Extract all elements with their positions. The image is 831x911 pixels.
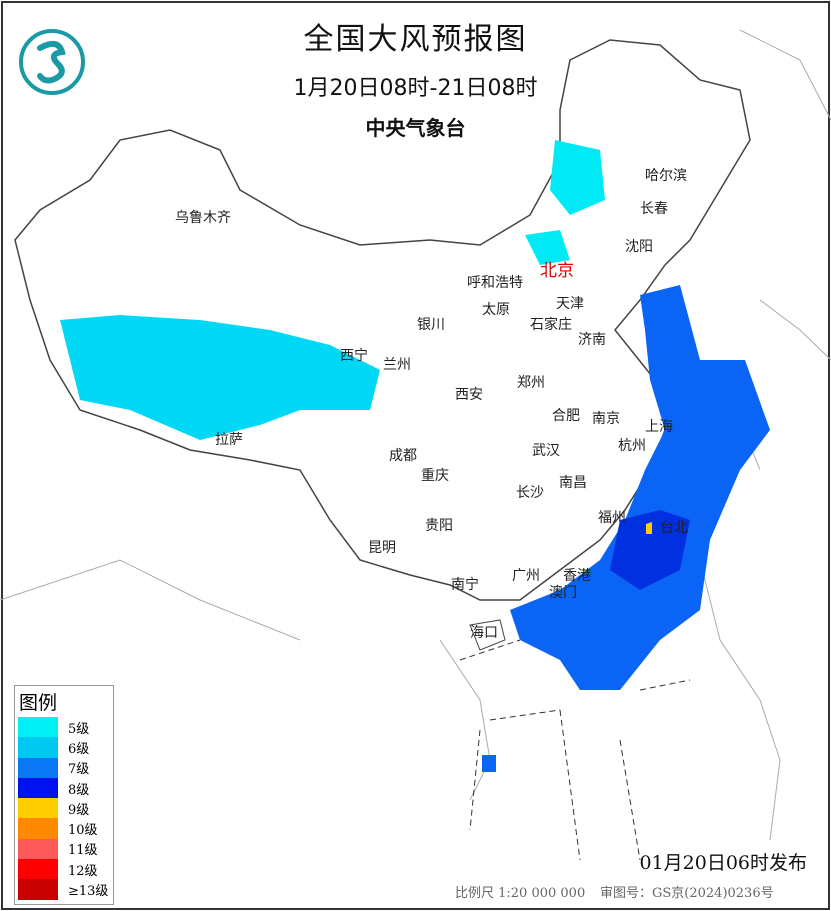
map-title: 全国大风预报图	[303, 22, 528, 57]
legend-item: 9级	[15, 798, 113, 819]
city-label: 天津	[556, 296, 584, 312]
city-label: 南宁	[451, 577, 479, 593]
legend: 图例 5级 6级 7级 8级 9级 10级 11级 12级 ≥13级	[14, 685, 114, 905]
wind-area-5-6	[60, 140, 605, 440]
city-label: 南京	[592, 411, 620, 427]
hainan-island	[469, 619, 506, 651]
city-label: 呼和浩特	[467, 275, 523, 291]
city-label: 济南	[578, 332, 606, 348]
legend-label: 6级	[68, 741, 90, 757]
city-label: 沈阳	[625, 239, 653, 255]
issue-time: 01月20日06时发布	[639, 852, 807, 874]
city-label: 拉萨	[215, 432, 243, 448]
city-label: 香港	[563, 568, 591, 584]
legend-item: 6级	[15, 737, 113, 758]
city-label: 太原	[482, 302, 510, 318]
legend-swatch	[18, 737, 58, 758]
city-label: 银川	[417, 317, 445, 333]
city-label: 合肥	[552, 408, 580, 424]
cma-logo	[18, 28, 86, 100]
legend-swatch	[18, 757, 58, 778]
city-label: 武汉	[532, 443, 560, 459]
legend-swatch	[18, 818, 58, 839]
city-label: 杭州	[618, 438, 646, 454]
legend-swatch	[18, 777, 58, 799]
city-label: 贵阳	[425, 518, 453, 534]
city-label: 哈尔滨	[645, 168, 687, 184]
issuing-agency: 中央气象台	[365, 116, 466, 140]
legend-swatch	[18, 717, 58, 738]
city-label: 郑州	[517, 375, 545, 391]
city-label: 石家庄	[530, 317, 572, 333]
city-label: 重庆	[421, 468, 449, 484]
city-label: 台北	[660, 520, 688, 536]
legend-item: 5级	[15, 717, 113, 738]
wind-area-9	[646, 522, 652, 534]
legend-label: 10级	[68, 823, 98, 839]
map-scale: 比例尺 1:20 000 000	[455, 886, 586, 901]
legend-label: 5级	[68, 721, 90, 737]
legend-item: 10级	[15, 818, 113, 839]
legend-item: 11级	[15, 838, 113, 860]
legend-label: 9级	[68, 802, 90, 818]
city-label: 昆明	[368, 540, 396, 556]
legend-title: 图例	[19, 692, 58, 714]
city-label: 长沙	[516, 485, 544, 501]
city-label: 成都	[389, 448, 417, 464]
city-label: 北京	[540, 261, 574, 281]
city-label: 长春	[640, 201, 668, 217]
legend-item: 12级	[15, 859, 113, 880]
legend-swatch	[18, 798, 58, 819]
legend-label: 8级	[68, 782, 90, 798]
city-label: 上海	[645, 419, 673, 435]
legend-swatch	[18, 879, 58, 900]
legend-item: 8级	[15, 777, 113, 799]
legend-label: 7级	[68, 762, 90, 778]
city-label: 乌鲁木齐	[175, 210, 231, 226]
legend-item: ≥13级	[15, 879, 113, 900]
city-label: 西宁	[340, 348, 368, 364]
review-number: 审图号：GS京(2024)0236号	[600, 886, 774, 901]
legend-label: ≥13级	[68, 884, 109, 900]
forecast-period: 1月20日08时-21日08时	[293, 76, 538, 101]
city-label: 福州	[598, 510, 626, 526]
city-label: 西安	[455, 387, 483, 403]
legend-swatch	[18, 859, 58, 880]
city-label: 南昌	[559, 475, 587, 491]
legend-item: 7级	[15, 757, 113, 778]
city-label: 澳门	[549, 585, 577, 601]
city-label: 兰州	[383, 357, 411, 373]
wind-area-7-8	[482, 285, 770, 772]
legend-swatch	[18, 838, 58, 860]
legend-label: 12级	[68, 863, 98, 879]
legend-label: 11级	[68, 843, 98, 859]
city-label: 广州	[512, 568, 540, 584]
city-label: 海口	[470, 625, 498, 641]
